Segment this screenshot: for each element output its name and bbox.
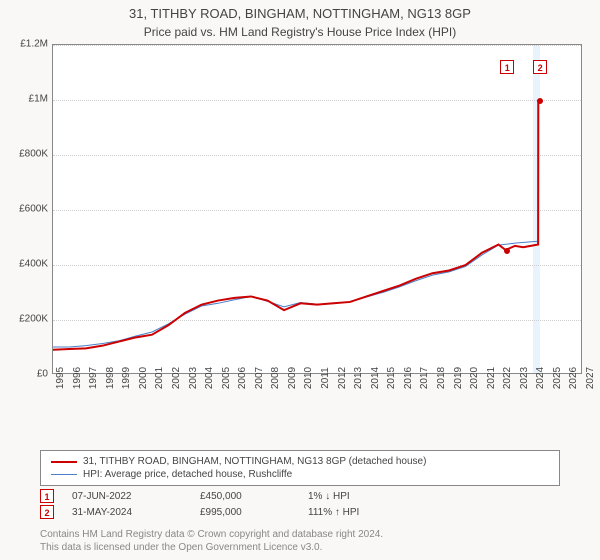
x-axis-label: 1997 (88, 367, 99, 389)
footnote-line: This data is licensed under the Open Gov… (40, 541, 383, 554)
chart-marker: 2 (533, 60, 547, 74)
transaction-date: 31-MAY-2024 (72, 507, 182, 518)
transaction-table: 1 07-JUN-2022 £450,000 1% ↓ HPI 2 31-MAY… (40, 488, 560, 520)
transaction-price: £995,000 (200, 507, 290, 518)
x-axis-label: 2011 (320, 367, 331, 389)
x-axis-label: 2021 (486, 367, 497, 389)
x-axis-label: 2017 (419, 367, 430, 389)
x-axis-label: 2000 (138, 367, 149, 389)
legend-swatch (51, 474, 77, 475)
y-axis-label: £1M (8, 94, 48, 105)
chart: 12 1995199619971998199920002001200220032… (0, 44, 600, 414)
legend-item: 31, TITHBY ROAD, BINGHAM, NOTTINGHAM, NG… (51, 455, 549, 468)
y-axis-label: £200K (8, 314, 48, 325)
transaction-marker-icon: 2 (40, 505, 54, 519)
x-axis-label: 2025 (552, 367, 563, 389)
x-axis-label: 2004 (204, 367, 215, 389)
transaction-change: 111% ↑ HPI (308, 507, 408, 518)
x-axis-label: 2027 (585, 367, 596, 389)
transaction-price: £450,000 (200, 491, 290, 502)
legend: 31, TITHBY ROAD, BINGHAM, NOTTINGHAM, NG… (40, 450, 560, 486)
x-axis-label: 2002 (171, 367, 182, 389)
x-axis-label: 1996 (72, 367, 83, 389)
transaction-dot (504, 248, 510, 254)
x-axis-label: 2008 (270, 367, 281, 389)
chart-container: 31, TITHBY ROAD, BINGHAM, NOTTINGHAM, NG… (0, 0, 600, 560)
x-axis-label: 2022 (502, 367, 513, 389)
x-axis-label: 2003 (188, 367, 199, 389)
x-axis-label: 2001 (154, 367, 165, 389)
legend-swatch (51, 461, 77, 463)
x-axis-label: 2016 (403, 367, 414, 389)
legend-label: 31, TITHBY ROAD, BINGHAM, NOTTINGHAM, NG… (83, 456, 426, 467)
x-axis-label: 2015 (386, 367, 397, 389)
x-axis-label: 1995 (55, 367, 66, 389)
x-axis-label: 2012 (337, 367, 348, 389)
x-axis-label: 2018 (436, 367, 447, 389)
x-axis-label: 2020 (469, 367, 480, 389)
y-axis-label: £600K (8, 204, 48, 215)
x-axis-label: 2007 (254, 367, 265, 389)
transaction-change: 1% ↓ HPI (308, 491, 408, 502)
transaction-date: 07-JUN-2022 (72, 491, 182, 502)
footnote: Contains HM Land Registry data © Crown c… (40, 528, 383, 554)
series-line (53, 101, 538, 350)
y-axis-label: £1.2M (8, 39, 48, 50)
x-axis-label: 2019 (453, 367, 464, 389)
y-axis-label: £800K (8, 149, 48, 160)
page-subtitle: Price paid vs. HM Land Registry's House … (0, 23, 600, 39)
x-axis-label: 1999 (121, 367, 132, 389)
y-axis-label: £400K (8, 259, 48, 270)
page-title: 31, TITHBY ROAD, BINGHAM, NOTTINGHAM, NG… (0, 0, 600, 23)
x-axis-label: 2009 (287, 367, 298, 389)
x-axis-label: 2005 (221, 367, 232, 389)
x-axis-label: 2014 (370, 367, 381, 389)
x-axis-label: 2024 (535, 367, 546, 389)
chart-lines (53, 45, 581, 373)
chart-marker: 1 (500, 60, 514, 74)
y-axis-label: £0 (8, 369, 48, 380)
plot-area: 12 (52, 44, 582, 374)
x-axis-label: 2023 (519, 367, 530, 389)
series-line (53, 241, 538, 347)
table-row: 2 31-MAY-2024 £995,000 111% ↑ HPI (40, 504, 560, 520)
footnote-line: Contains HM Land Registry data © Crown c… (40, 528, 383, 541)
x-axis-label: 2006 (237, 367, 248, 389)
transaction-marker-icon: 1 (40, 489, 54, 503)
x-axis-label: 2010 (303, 367, 314, 389)
x-axis-labels: 1995199619971998199920002001200220032004… (52, 376, 582, 406)
legend-label: HPI: Average price, detached house, Rush… (83, 469, 292, 480)
legend-item: HPI: Average price, detached house, Rush… (51, 468, 549, 481)
x-axis-label: 1998 (105, 367, 116, 389)
x-axis-label: 2026 (568, 367, 579, 389)
transaction-dot (537, 98, 543, 104)
x-axis-label: 2013 (353, 367, 364, 389)
table-row: 1 07-JUN-2022 £450,000 1% ↓ HPI (40, 488, 560, 504)
